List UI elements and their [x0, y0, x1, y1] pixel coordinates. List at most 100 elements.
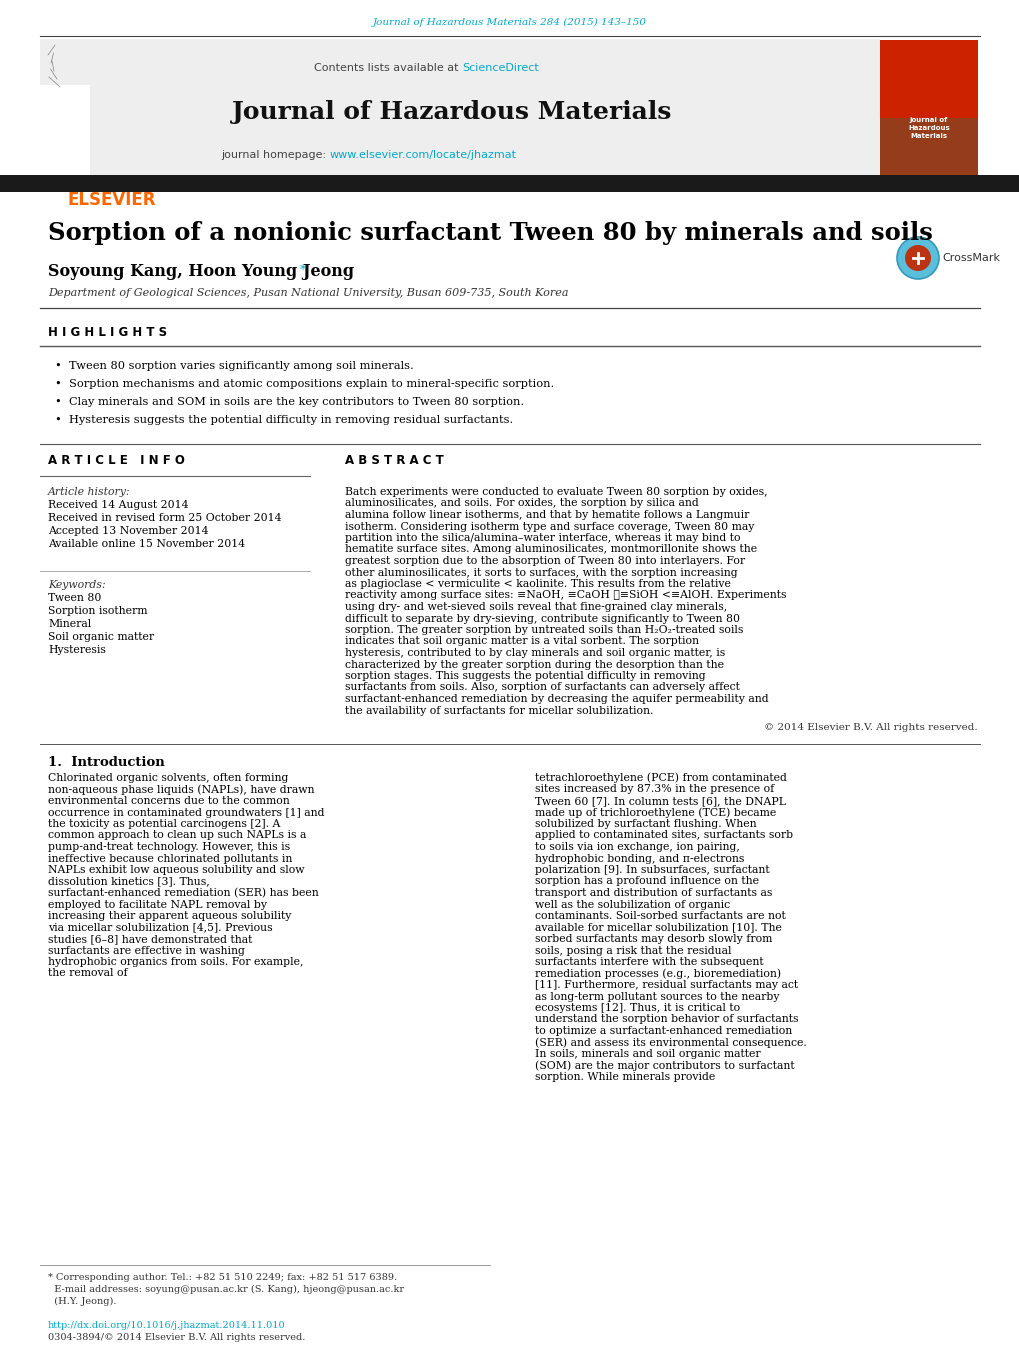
Text: surfactant-enhanced remediation (SER) has been: surfactant-enhanced remediation (SER) ha…: [48, 888, 319, 898]
Text: as plagioclase < vermiculite < kaolinite. This results from the relative: as plagioclase < vermiculite < kaolinite…: [344, 580, 731, 589]
Text: surfactants are effective in washing: surfactants are effective in washing: [48, 946, 245, 955]
Text: reactivity among surface sites: ≡NaOH, ≡CaOH ≪≡SiOH <≡AlOH. Experiments: reactivity among surface sites: ≡NaOH, ≡…: [344, 590, 786, 600]
Text: aluminosilicates, and soils. For oxides, the sorption by silica and: aluminosilicates, and soils. For oxides,…: [344, 499, 698, 508]
Text: environmental concerns due to the common: environmental concerns due to the common: [48, 796, 289, 807]
Text: 0304-3894/© 2014 Elsevier B.V. All rights reserved.: 0304-3894/© 2014 Elsevier B.V. All right…: [48, 1332, 305, 1342]
Text: greatest sorption due to the absorption of Tween 80 into interlayers. For: greatest sorption due to the absorption …: [344, 557, 745, 566]
Text: isotherm. Considering isotherm type and surface coverage, Tween 80 may: isotherm. Considering isotherm type and …: [344, 521, 754, 531]
Text: sorption. The greater sorption by untreated soils than H₂O₂-treated soils: sorption. The greater sorption by untrea…: [344, 626, 743, 635]
Text: well as the solubilization of organic: well as the solubilization of organic: [535, 900, 730, 909]
Text: contaminants. Soil-sorbed surfactants are not: contaminants. Soil-sorbed surfactants ar…: [535, 911, 785, 921]
Text: difficult to separate by dry-sieving, contribute significantly to Tween 80: difficult to separate by dry-sieving, co…: [344, 613, 739, 624]
Text: available for micellar solubilization [10]. The: available for micellar solubilization [1…: [535, 923, 782, 932]
Text: ineffective because chlorinated pollutants in: ineffective because chlorinated pollutan…: [48, 854, 292, 863]
Text: (SOM) are the major contributors to surfactant: (SOM) are the major contributors to surf…: [535, 1061, 794, 1071]
Text: employed to facilitate NAPL removal by: employed to facilitate NAPL removal by: [48, 900, 267, 909]
Text: Article history:: Article history:: [48, 486, 130, 497]
Text: to optimize a surfactant-enhanced remediation: to optimize a surfactant-enhanced remedi…: [535, 1025, 792, 1036]
Text: sites increased by 87.3% in the presence of: sites increased by 87.3% in the presence…: [535, 785, 773, 794]
Text: sorbed surfactants may desorb slowly from: sorbed surfactants may desorb slowly fro…: [535, 934, 771, 944]
Text: hematite surface sites. Among aluminosilicates, montmorillonite shows the: hematite surface sites. Among aluminosil…: [344, 544, 756, 554]
Text: Sorption of a nonionic surfactant Tween 80 by minerals and soils: Sorption of a nonionic surfactant Tween …: [48, 222, 932, 245]
Text: Received 14 August 2014: Received 14 August 2014: [48, 500, 189, 509]
Bar: [40, 39, 879, 176]
Text: Contents lists available at: Contents lists available at: [314, 63, 462, 73]
Text: CrossMark: CrossMark: [942, 253, 999, 263]
Text: Journal of Hazardous Materials 284 (2015) 143–150: Journal of Hazardous Materials 284 (2015…: [373, 18, 646, 27]
Text: journal homepage:: journal homepage:: [221, 150, 330, 159]
Text: 1.  Introduction: 1. Introduction: [48, 755, 165, 769]
Text: Sorption isotherm: Sorption isotherm: [48, 607, 148, 616]
Text: In soils, minerals and soil organic matter: In soils, minerals and soil organic matt…: [535, 1048, 760, 1059]
Text: •  Clay minerals and SOM in soils are the key contributors to Tween 80 sorption.: • Clay minerals and SOM in soils are the…: [55, 397, 524, 407]
Text: the availability of surfactants for micellar solubilization.: the availability of surfactants for mice…: [344, 705, 653, 716]
Text: Journal of
Hazardous
Materials: Journal of Hazardous Materials: [907, 118, 949, 139]
Text: Hysteresis: Hysteresis: [48, 644, 106, 655]
Text: transport and distribution of surfactants as: transport and distribution of surfactant…: [535, 888, 771, 898]
Circle shape: [896, 236, 938, 280]
Text: increasing their apparent aqueous solubility: increasing their apparent aqueous solubi…: [48, 911, 291, 921]
Text: indicates that soil organic matter is a vital sorbent. The sorption: indicates that soil organic matter is a …: [344, 636, 698, 647]
Text: •  Sorption mechanisms and atomic compositions explain to mineral-specific sorpt: • Sorption mechanisms and atomic composi…: [55, 380, 553, 389]
Text: dissolution kinetics [3]. Thus,: dissolution kinetics [3]. Thus,: [48, 877, 210, 886]
Text: * Corresponding author. Tel.: +82 51 510 2249; fax: +82 51 517 6389.: * Corresponding author. Tel.: +82 51 510…: [48, 1273, 396, 1282]
Text: sorption stages. This suggests the potential difficulty in removing: sorption stages. This suggests the poten…: [344, 671, 705, 681]
Text: non-aqueous phase liquids (NAPLs), have drawn: non-aqueous phase liquids (NAPLs), have …: [48, 784, 314, 794]
Text: Soyoung Kang, Hoon Young Jeong: Soyoung Kang, Hoon Young Jeong: [48, 263, 354, 281]
Text: Received in revised form 25 October 2014: Received in revised form 25 October 2014: [48, 513, 281, 523]
Text: *: *: [300, 263, 306, 277]
Text: polarization [9]. In subsurfaces, surfactant: polarization [9]. In subsurfaces, surfac…: [535, 865, 769, 875]
Text: using dry- and wet-sieved soils reveal that fine-grained clay minerals,: using dry- and wet-sieved soils reveal t…: [344, 603, 727, 612]
Text: via micellar solubilization [4,5]. Previous: via micellar solubilization [4,5]. Previ…: [48, 923, 272, 932]
Text: © 2014 Elsevier B.V. All rights reserved.: © 2014 Elsevier B.V. All rights reserved…: [763, 724, 977, 732]
Text: surfactant-enhanced remediation by decreasing the aquifer permeability and: surfactant-enhanced remediation by decre…: [344, 694, 768, 704]
Text: Accepted 13 November 2014: Accepted 13 November 2014: [48, 526, 208, 536]
Text: Available online 15 November 2014: Available online 15 November 2014: [48, 539, 245, 549]
Text: H I G H L I G H T S: H I G H L I G H T S: [48, 327, 167, 339]
Text: understand the sorption behavior of surfactants: understand the sorption behavior of surf…: [535, 1015, 798, 1024]
Text: •  Hysteresis suggests the potential difficulty in removing residual surfactants: • Hysteresis suggests the potential diff…: [55, 415, 513, 426]
Text: Batch experiments were conducted to evaluate Tween 80 sorption by oxides,: Batch experiments were conducted to eval…: [344, 486, 767, 497]
Text: the toxicity as potential carcinogens [2]. A: the toxicity as potential carcinogens [2…: [48, 819, 280, 830]
Text: Journal of Hazardous Materials: Journal of Hazardous Materials: [231, 100, 672, 124]
Circle shape: [904, 245, 930, 272]
Text: ScienceDirect: ScienceDirect: [462, 63, 538, 73]
Text: surfactants from soils. Also, sorption of surfactants can adversely affect: surfactants from soils. Also, sorption o…: [344, 682, 739, 693]
Text: Chlorinated organic solvents, often forming: Chlorinated organic solvents, often form…: [48, 773, 288, 784]
Text: Keywords:: Keywords:: [48, 580, 106, 590]
Text: A R T I C L E   I N F O: A R T I C L E I N F O: [48, 454, 184, 466]
Text: hydrophobic organics from soils. For example,: hydrophobic organics from soils. For exa…: [48, 957, 304, 967]
Text: occurrence in contaminated groundwaters [1] and: occurrence in contaminated groundwaters …: [48, 808, 324, 817]
Text: E-mail addresses: soyung@pusan.ac.kr (S. Kang), hjeong@pusan.ac.kr: E-mail addresses: soyung@pusan.ac.kr (S.…: [48, 1285, 404, 1293]
Text: surfactants interfere with the subsequent: surfactants interfere with the subsequen…: [535, 957, 763, 967]
Text: NAPLs exhibit low aqueous solubility and slow: NAPLs exhibit low aqueous solubility and…: [48, 865, 305, 875]
Text: (SER) and assess its environmental consequence.: (SER) and assess its environmental conse…: [535, 1038, 806, 1048]
Bar: [0, 176, 1019, 192]
Text: to soils via ion exchange, ion pairing,: to soils via ion exchange, ion pairing,: [535, 842, 739, 852]
Text: •  Tween 80 sorption varies significantly among soil minerals.: • Tween 80 sorption varies significantly…: [55, 361, 414, 372]
Text: Mineral: Mineral: [48, 619, 91, 630]
Text: solubilized by surfactant flushing. When: solubilized by surfactant flushing. When: [535, 819, 756, 830]
Text: sorption. While minerals provide: sorption. While minerals provide: [535, 1071, 714, 1082]
Bar: [879, 118, 977, 178]
Text: common approach to clean up such NAPLs is a: common approach to clean up such NAPLs i…: [48, 831, 306, 840]
Text: other aluminosilicates, it sorts to surfaces, with the sorption increasing: other aluminosilicates, it sorts to surf…: [344, 567, 737, 577]
Bar: [40, 85, 90, 176]
Text: sorption has a profound influence on the: sorption has a profound influence on the: [535, 877, 758, 886]
Text: the removal of: the removal of: [48, 969, 127, 978]
Text: remediation processes (e.g., bioremediation): remediation processes (e.g., bioremediat…: [535, 969, 781, 978]
Text: Tween 80: Tween 80: [48, 593, 101, 603]
Text: made up of trichloroethylene (TCE) became: made up of trichloroethylene (TCE) becam…: [535, 807, 775, 817]
Text: characterized by the greater sorption during the desorption than the: characterized by the greater sorption du…: [344, 659, 723, 670]
Text: [11]. Furthermore, residual surfactants may act: [11]. Furthermore, residual surfactants …: [535, 979, 797, 990]
Text: A B S T R A C T: A B S T R A C T: [344, 454, 443, 466]
Text: pump-and-treat technology. However, this is: pump-and-treat technology. However, this…: [48, 842, 289, 852]
Text: hydrophobic bonding, and π-electrons: hydrophobic bonding, and π-electrons: [535, 854, 744, 863]
Text: Department of Geological Sciences, Pusan National University, Busan 609-735, Sou: Department of Geological Sciences, Pusan…: [48, 288, 568, 299]
Text: applied to contaminated sites, surfactants sorb: applied to contaminated sites, surfactan…: [535, 831, 793, 840]
Text: Tween 60 [7]. In column tests [6], the DNAPL: Tween 60 [7]. In column tests [6], the D…: [535, 796, 786, 807]
Bar: [879, 41, 977, 178]
Text: partition into the silica/alumina–water interface, whereas it may bind to: partition into the silica/alumina–water …: [344, 534, 740, 543]
Text: ecosystems [12]. Thus, it is critical to: ecosystems [12]. Thus, it is critical to: [535, 1002, 740, 1013]
Text: soils, posing a risk that the residual: soils, posing a risk that the residual: [535, 946, 731, 955]
